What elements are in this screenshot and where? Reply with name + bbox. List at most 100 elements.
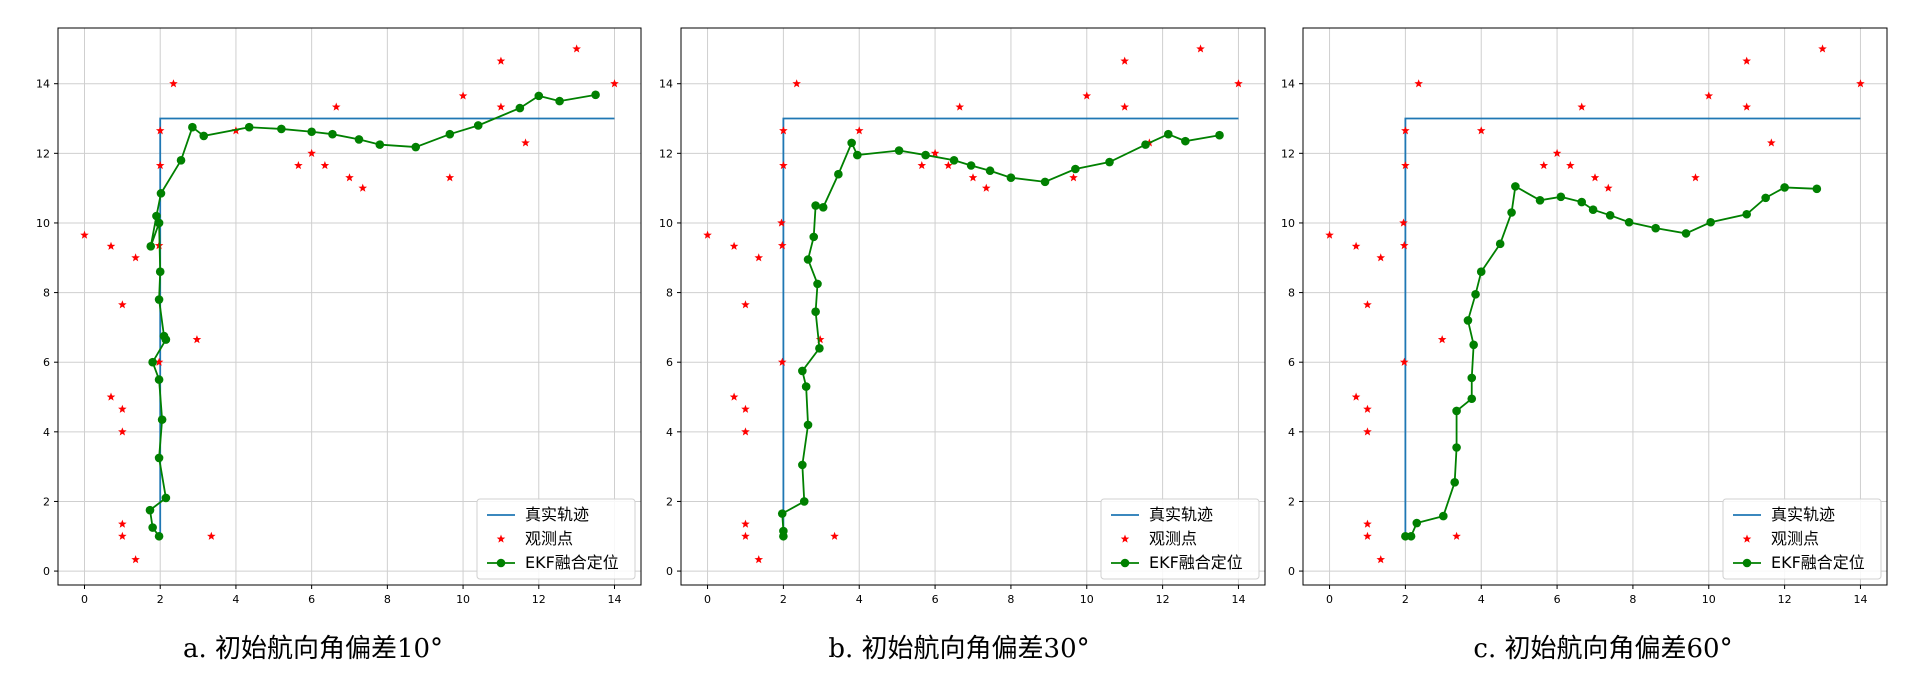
ekf-point-b [818,202,828,212]
legend-ekf-swatch-marker-b [1120,558,1130,568]
legend-observed-swatch-b [1120,534,1130,543]
observed-point-c [1691,173,1700,182]
x-tick-label-c: 4 [1478,593,1485,606]
y-tick-label-a: 0 [43,565,50,578]
observed-point-c [1399,241,1409,250]
ekf-point-c [1507,208,1516,217]
observed-point-a [118,300,127,309]
ekf-point-b [803,420,813,430]
observed-point-a [358,183,368,192]
ekf-point-b [966,161,976,170]
y-tick-label-a: 2 [43,495,50,508]
legend-ekf-label-c: EKF融合定位 [1771,553,1865,572]
ekf-point-b [777,509,787,518]
ekf-point-c [1556,192,1566,202]
legend-observed-label-a: 观测点 [525,529,573,548]
x-tick-label-b: 14 [1231,593,1245,606]
observed-point-c [1704,91,1714,100]
observed-point-a [331,102,341,111]
ekf-point-a [154,453,164,463]
legend-ekf-swatch-marker-c [1742,558,1752,568]
ekf-point-c [1588,205,1598,215]
observed-point-c [1818,44,1827,53]
ekf-line-a [149,93,596,537]
observed-point-a [169,79,178,88]
ekf-point-a [473,121,483,130]
observed-point-c [1399,218,1408,227]
ekf-point-a [411,142,421,152]
observed-point-a [307,148,316,157]
ekf-point-c [1761,193,1770,203]
observed-point-c [1363,300,1372,309]
observed-point-c [1452,531,1461,540]
observed-point-a [458,91,468,100]
ekf-point-c [1467,394,1477,404]
observed-point-a [131,253,140,262]
observed-point-a [154,357,164,366]
observed-point-c [1401,161,1410,170]
ekf-point-b [834,169,843,179]
observed-point-c [1351,392,1361,401]
observed-point-b [741,519,750,528]
x-tick-label-c: 14 [1853,593,1867,606]
observed-point-a [521,138,530,147]
ekf-point-a [154,295,164,304]
y-tick-label-b: 8 [666,287,673,300]
observed-point-a [610,79,619,88]
ekf-point-a [155,267,165,276]
observed-point-a [106,392,116,401]
y-tick-label-c: 2 [1288,495,1295,508]
y-tick-label-c: 8 [1288,287,1295,300]
ekf-point-a [199,131,209,141]
ekf-point-b [894,146,904,155]
observed-point-a [80,230,89,239]
ekf-point-a [148,523,157,532]
ekf-point-a [154,375,164,384]
y-tick-label-c: 12 [1281,147,1295,160]
ekf-point-b [1071,164,1080,174]
ekf-point-b [1141,140,1150,149]
ekf-point-c [1452,443,1461,452]
ekf-point-c [1706,217,1715,227]
observed-point-a [106,241,116,250]
observed-point-c [1325,230,1334,239]
y-tick-label-c: 6 [1288,356,1295,369]
ekf-point-a [145,505,155,515]
observed-point-b [777,218,786,227]
ekf-point-a [159,331,169,341]
observed-point-c [1476,126,1486,135]
ekf-point-b [949,155,959,165]
x-tick-label-b: 6 [932,593,939,606]
observed-point-b [754,253,764,262]
observed-point-b [815,335,825,344]
x-tick-label-b: 8 [1007,593,1014,606]
ekf-point-b [985,166,995,176]
x-tick-label-c: 12 [1778,593,1792,606]
observed-point-a [496,102,506,111]
y-tick-label-a: 4 [43,426,50,439]
ekf-point-c [1406,531,1416,541]
subplot-b: b. 初始航向角偏差30° 0 2 4 6 8 10 12 14 0 2 4 6 8 10 12 14 真实轨迹… [659,27,1266,664]
observed-point-c [1376,555,1386,564]
x-tick-label-c: 0 [1326,593,1333,606]
ekf-point-c [1412,518,1422,528]
observed-point-b [777,241,787,250]
observed-point-b [955,102,965,111]
ekf-point-c [1469,340,1478,350]
ekf-point-a [176,155,186,165]
observed-point-b [703,230,712,239]
ekf-point-b [798,366,807,376]
ekf-point-c [1476,267,1486,276]
observed-point-b [1234,79,1243,88]
ekf-point-b [853,150,862,160]
y-tick-label-c: 4 [1288,426,1295,439]
ekf-point-a [146,241,156,251]
ekf-point-a [188,122,197,132]
y-tick-label-c: 14 [1281,78,1295,91]
x-tick-label-a: 12 [532,593,546,606]
observed-point-a [572,44,581,53]
observed-point-c [1566,161,1575,170]
ekf-line-c [1405,184,1817,538]
